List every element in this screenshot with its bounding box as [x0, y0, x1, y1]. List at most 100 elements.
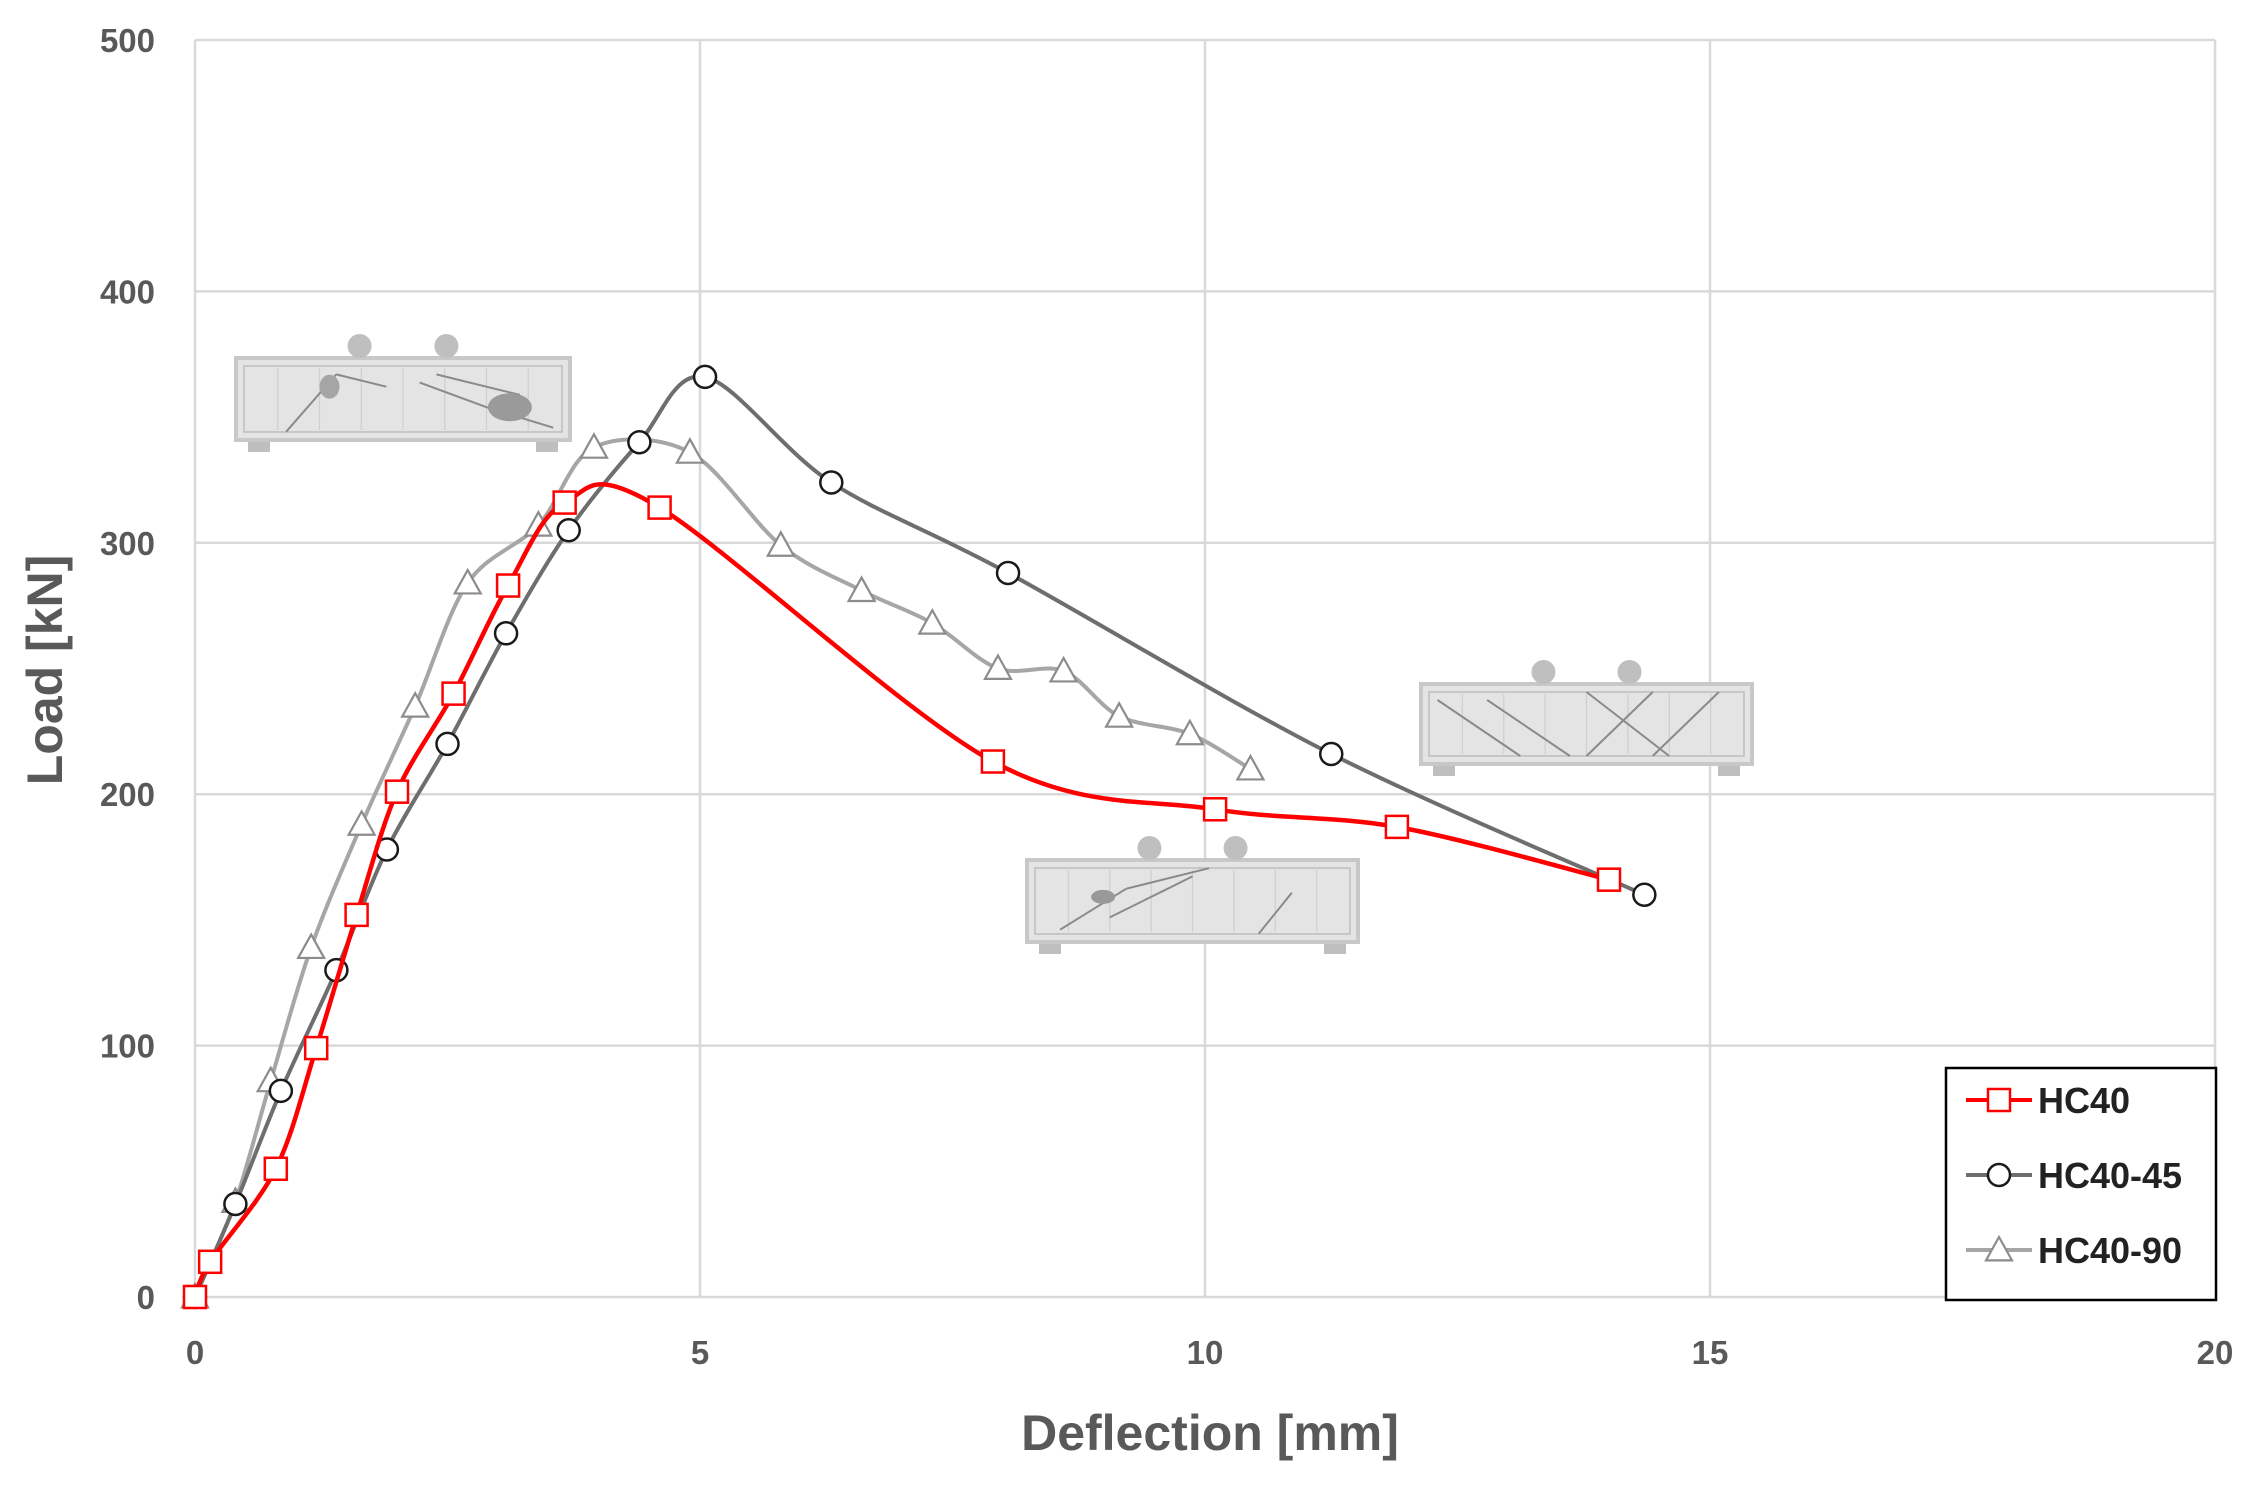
data-point-hc40-90	[400, 690, 431, 718]
crack-line	[1486, 699, 1571, 757]
y-axis-title: Load [kN]	[17, 555, 73, 786]
crack-line	[1109, 875, 1193, 919]
beam-photo-inset	[234, 334, 572, 452]
data-point-hc40-45	[556, 517, 581, 543]
crack-line	[1652, 691, 1720, 757]
data-point-hc40-90	[1174, 718, 1205, 746]
x-tick-label: 0	[186, 1334, 204, 1371]
series-hc40	[182, 482, 1622, 1310]
data-point-hc40-90	[675, 437, 705, 464]
data-point-hc40	[1596, 867, 1622, 892]
crack-line	[1257, 892, 1293, 935]
y-tick-label: 300	[100, 525, 155, 562]
data-point-hc40-90	[917, 607, 948, 635]
series-line-hc40-45	[193, 374, 1646, 1298]
data-point-hc40-90	[983, 653, 1013, 681]
data-point-hc40-90	[846, 575, 877, 603]
data-point-hc40-45	[819, 470, 844, 495]
crack-line	[419, 381, 487, 409]
tick-labels: 0 100 200 300 400 500 0 5 10 15 20	[100, 22, 2233, 1371]
data-point-hc40-90	[346, 809, 377, 836]
y-tick-label: 400	[100, 273, 155, 310]
legend-marker-hc40-90	[1984, 1234, 2014, 1262]
data-point-hc40	[384, 779, 410, 804]
data-point-hc40-45	[493, 621, 519, 646]
x-tick-label: 20	[2197, 1334, 2234, 1371]
support	[1718, 766, 1740, 776]
spalled-area	[487, 393, 532, 422]
data-point-hc40	[263, 1156, 289, 1182]
load-point	[1223, 836, 1248, 860]
beam-crack-pattern-insets	[234, 334, 1754, 954]
data-point-hc40-45	[692, 364, 718, 390]
beam-inner-outline	[243, 365, 563, 433]
legend-item-hc40: HC40	[1966, 1080, 2130, 1121]
support	[1324, 944, 1346, 954]
data-point-hc40-45	[1319, 741, 1344, 767]
support	[248, 442, 270, 452]
data-point-hc40-45	[627, 429, 652, 455]
data-point-hc40-45	[435, 731, 460, 757]
data-point-hc40-90	[765, 530, 796, 557]
crack-line	[436, 373, 521, 396]
data-point-hc40-45	[223, 1191, 248, 1217]
data-point-hc40-90	[1235, 753, 1266, 781]
spalled-area	[319, 374, 340, 399]
data-point-hc40	[1384, 814, 1410, 840]
data-point-hc40	[552, 490, 577, 515]
beam-inner-outline	[1034, 867, 1351, 935]
data-point-hc40-90	[296, 932, 327, 960]
crack-line	[1126, 867, 1210, 890]
data-point-hc40-90	[579, 432, 609, 459]
series-layer	[180, 364, 1657, 1310]
legend-marker-hc40-45	[1986, 1162, 2012, 1188]
x-tick-label: 5	[691, 1334, 709, 1371]
load-point	[347, 334, 372, 358]
data-point-hc40	[441, 681, 466, 706]
crack-line	[1059, 887, 1127, 931]
data-point-hc40-90	[452, 567, 483, 595]
data-point-hc40	[197, 1249, 223, 1275]
legend-label-hc40-45: HC40-45	[2038, 1155, 2182, 1196]
data-point-hc40	[495, 573, 521, 598]
x-axis-title: Deflection [mm]	[1021, 1405, 1399, 1461]
x-tick-label: 10	[1187, 1334, 1224, 1371]
crack-line	[1585, 691, 1670, 757]
support	[536, 442, 558, 452]
x-tick-label: 15	[1692, 1334, 1729, 1371]
data-point-hc40	[1202, 797, 1228, 822]
spalled-area	[1091, 889, 1116, 904]
data-point-hc40	[980, 749, 1006, 774]
legend-item-hc40-45: HC40-45	[1966, 1155, 2182, 1196]
y-tick-label: 0	[137, 1279, 155, 1316]
data-point-hc40	[344, 902, 369, 928]
data-point-hc40-45	[268, 1078, 294, 1104]
support	[1039, 944, 1061, 954]
data-point-hc40	[647, 495, 672, 520]
legend-label-hc40: HC40	[2038, 1080, 2130, 1121]
data-point-hc40	[182, 1284, 208, 1310]
y-tick-label: 200	[100, 776, 155, 813]
crack-line	[335, 373, 387, 388]
data-point-hc40-45	[995, 560, 1021, 586]
beam-photo-inset	[1025, 836, 1360, 954]
crack-line	[1585, 691, 1654, 757]
crack-line	[1436, 699, 1521, 757]
data-point-hc40-45	[1632, 882, 1657, 908]
support	[1433, 766, 1455, 776]
load-point	[1531, 660, 1556, 684]
y-tick-label: 100	[100, 1028, 155, 1065]
data-point-hc40	[303, 1035, 329, 1061]
data-point-hc40-90	[1048, 655, 1079, 683]
legend-marker-hc40	[1986, 1087, 2012, 1113]
load-point	[1137, 836, 1162, 860]
legend: HC40 HC40-45 HC40-90	[1944, 1066, 2218, 1302]
data-point-hc40-90	[1104, 701, 1135, 728]
y-tick-label: 500	[100, 22, 155, 59]
beam-photo-inset	[1419, 660, 1754, 776]
load-point	[434, 334, 459, 358]
legend-label-hc40-90: HC40-90	[2038, 1230, 2182, 1271]
legend-item-hc40-90: HC40-90	[1966, 1230, 2182, 1271]
